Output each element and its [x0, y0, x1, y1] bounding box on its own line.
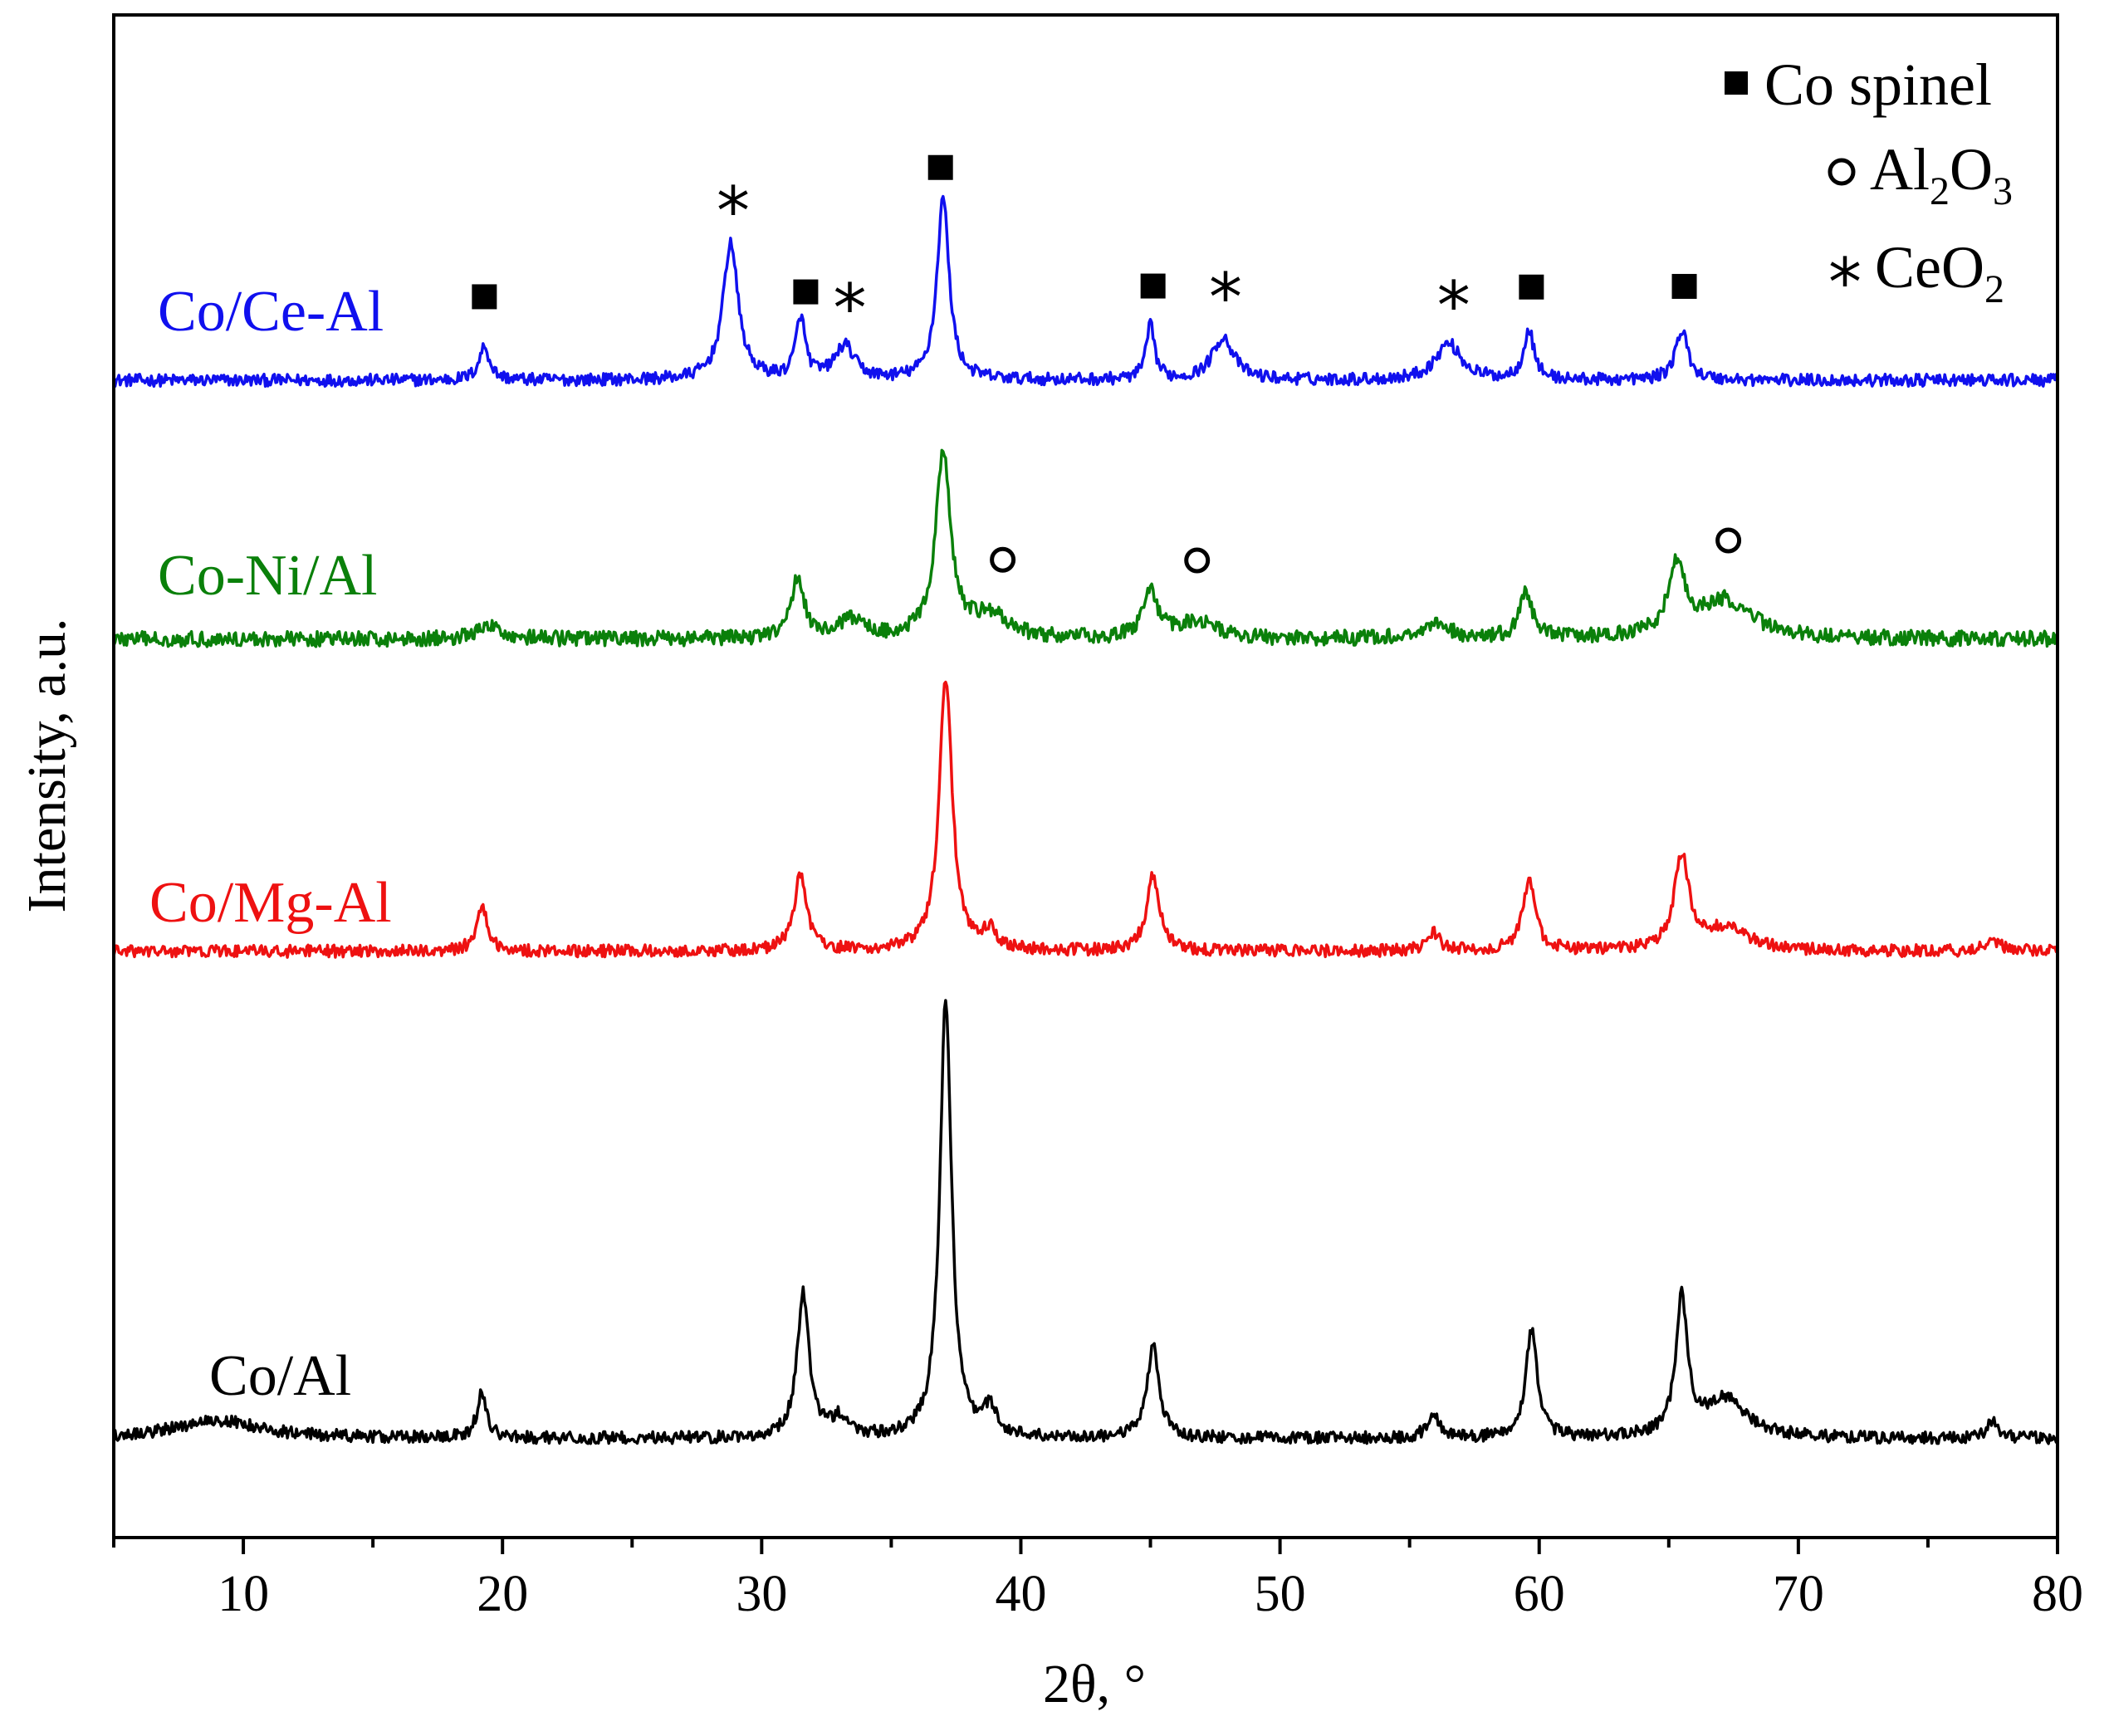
x-tick-label: 80	[2032, 1566, 2083, 1622]
legend-co-spinel-marker	[1725, 71, 1748, 95]
series-line-co-al	[112, 999, 2059, 1445]
co-spinel-marker	[927, 154, 953, 180]
legend-ceo2-marker: *	[1828, 244, 1862, 321]
x-tick-label: 10	[218, 1566, 269, 1622]
co-spinel-marker	[793, 279, 819, 305]
series-label-co-mg-al: Co/Mg-Al	[149, 871, 392, 935]
ceo2-marker: *	[1437, 267, 1470, 345]
phase-annotation-layer: * * * *	[472, 154, 1742, 574]
legend-al2o3-marker	[1828, 158, 1856, 186]
x-tick-label: 50	[1255, 1566, 1306, 1622]
co-spinel-marker	[1140, 273, 1166, 299]
x-axis-title: 2θ, °	[1043, 1654, 1146, 1714]
y-axis-title: Intensity, a.u.	[17, 619, 77, 913]
legend: Co spinel Al2O3 * CeO2	[1725, 51, 2013, 321]
legend-al2o3-label: Al2O3	[1870, 136, 2013, 213]
co-spinel-marker	[1671, 273, 1697, 299]
ceo2-marker: *	[717, 173, 750, 250]
x-tick-label: 20	[477, 1566, 528, 1622]
plot-frame	[112, 13, 2059, 1539]
series-line-co-mg-al	[112, 680, 2059, 959]
series-label-co-ce-al: Co/Ce-Al	[158, 280, 384, 344]
al2o3-marker	[1715, 527, 1742, 554]
co-spinel-marker	[1519, 274, 1544, 300]
x-axis-ticks: 10 20 30 40 50 60 70 80	[112, 1538, 2083, 1622]
al2o3-marker	[1184, 547, 1211, 574]
co-spinel-marker	[472, 284, 497, 310]
series-layer	[112, 194, 2059, 1445]
ceo2-marker: *	[1209, 259, 1242, 336]
x-tick-label: 60	[1514, 1566, 1565, 1622]
al2o3-marker	[990, 546, 1016, 573]
x-tick-label: 40	[995, 1566, 1046, 1622]
series-label-co-ni-al: Co-Ni/Al	[158, 544, 377, 608]
legend-ceo2-label: CeO2	[1875, 234, 2004, 311]
x-tick-label: 30	[736, 1566, 787, 1622]
series-label-co-al: Co/Al	[209, 1344, 351, 1408]
ceo2-marker: *	[833, 270, 866, 347]
series-line-co-ni-al	[112, 448, 2059, 648]
x-tick-label: 70	[1773, 1566, 1824, 1622]
series-line-co-ce-al	[113, 194, 2059, 389]
legend-co-spinel-label: Co spinel	[1764, 51, 1992, 118]
